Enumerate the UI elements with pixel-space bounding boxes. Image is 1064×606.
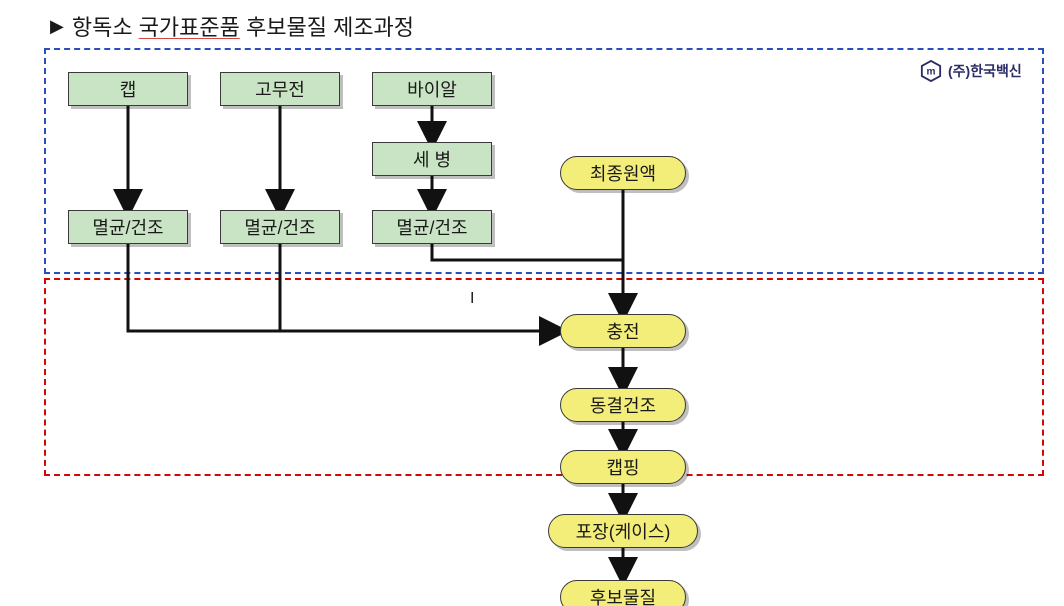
node-rubber: 고무전 [220, 72, 340, 106]
node-cap: 캡 [68, 72, 188, 106]
node-vial: 바이알 [372, 72, 492, 106]
node-label: 멸균/건조 [92, 214, 163, 240]
node-ster3: 멸균/건조 [372, 210, 492, 244]
node-ster2: 멸균/건조 [220, 210, 340, 244]
node-wash: 세 병 [372, 142, 492, 176]
title-underlined: 국가표준품 [139, 15, 240, 40]
zone-red [44, 278, 1044, 476]
node-label: 세 병 [413, 146, 451, 172]
node-ster1: 멸균/건조 [68, 210, 188, 244]
node-label: 충전 [606, 318, 639, 344]
node-label: 포장(케이스) [576, 518, 671, 544]
title-bullet: ▶ [50, 16, 64, 37]
node-fill: 충전 [560, 314, 686, 348]
node-final: 후보물질 [560, 580, 686, 606]
node-bulk: 최종원액 [560, 156, 686, 190]
zone-blue [44, 48, 1044, 274]
node-label: 캡 [120, 76, 137, 102]
node-lyoph: 동결건조 [560, 388, 686, 422]
node-capping: 캡핑 [560, 450, 686, 484]
diagram-title: ▶ 항독소 국가표준품 후보물질 제조과정 [50, 10, 414, 42]
node-label: 멸균/건조 [396, 214, 467, 240]
node-label: 바이알 [407, 76, 457, 102]
node-label: 고무전 [255, 76, 305, 102]
node-pack: 포장(케이스) [548, 514, 698, 548]
title-suffix: 후보물질 제조과정 [240, 15, 414, 40]
node-label: 캡핑 [606, 454, 639, 480]
node-label: 최종원액 [590, 160, 656, 186]
diagram-canvas: { "canvas": { "width": 1064, "height": 6… [0, 0, 1064, 606]
node-label: 동결건조 [590, 392, 656, 418]
node-label: 후보물질 [590, 584, 656, 606]
section-divider-mark: I [470, 290, 474, 308]
title-prefix: 항독소 [72, 15, 139, 40]
node-label: 멸균/건조 [244, 214, 315, 240]
